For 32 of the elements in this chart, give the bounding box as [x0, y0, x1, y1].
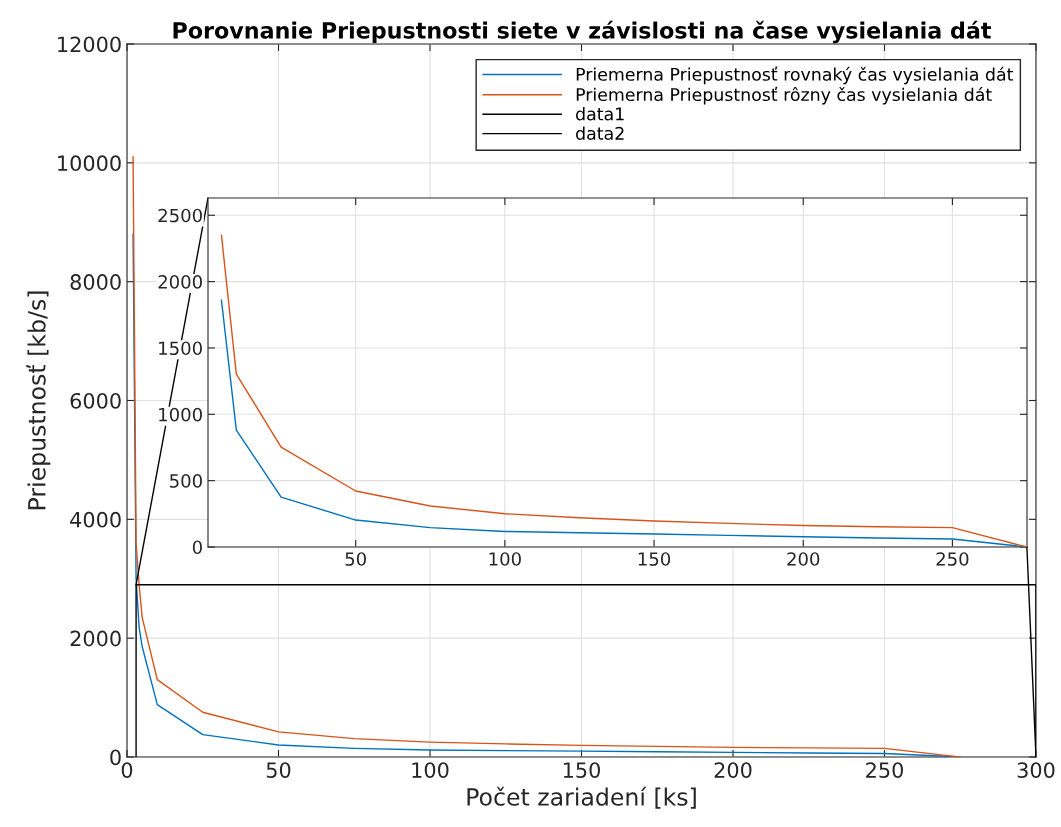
legend-label: data2 [576, 126, 624, 140]
y-tick-label: 10000 [58, 155, 121, 172]
y-tick-label: 6000 [70, 392, 121, 409]
y-tick-label: 12000 [58, 36, 121, 53]
x-tick-label: 150 [563, 762, 600, 778]
y-tick-label: 8000 [70, 274, 121, 290]
y-tick-label: 2000 [158, 275, 202, 289]
y-tick-label: 500 [170, 474, 202, 488]
y-tick-label: 1000 [159, 407, 202, 422]
x-tick-label: 150 [638, 552, 671, 566]
y-tick-label: 0 [110, 749, 121, 766]
chart-title: Porovnanie Priepustnosti siete v závislosti na čase vysielania dát [173, 20, 991, 44]
y-tick-label: 2000 [70, 630, 121, 647]
x-tick-label: 50 [345, 552, 366, 566]
x-tick-label: 250 [866, 762, 903, 778]
x-tick-label: 50 [266, 762, 291, 778]
x-tick-label: 100 [412, 762, 449, 778]
x-tick-label: 0 [121, 762, 133, 778]
y-tick-label: 2500 [158, 208, 202, 223]
x-tick-label: 300 [1017, 762, 1055, 778]
legend-label: Priemerna Priepustnosť rôzny čas vysielania dát [576, 86, 992, 105]
x-axis-title: Počet zariadení [ks] [467, 786, 696, 809]
y-tick-label: 0 [192, 540, 202, 555]
x-tick-label: 200 [714, 762, 752, 778]
legend-label: Priemerna Priepustnosť rovnaký čas vysielania dát [576, 66, 1014, 85]
x-tick-label: 100 [489, 552, 521, 566]
y-tick-label: 1500 [159, 341, 202, 356]
x-tick-label: 200 [787, 552, 820, 566]
x-tick-label: 250 [936, 552, 969, 566]
y-axis-title: Priepustnosť [kb/s] [26, 291, 51, 510]
y-tick-label: 4000 [70, 511, 121, 528]
legend-label: data1 [576, 107, 624, 121]
